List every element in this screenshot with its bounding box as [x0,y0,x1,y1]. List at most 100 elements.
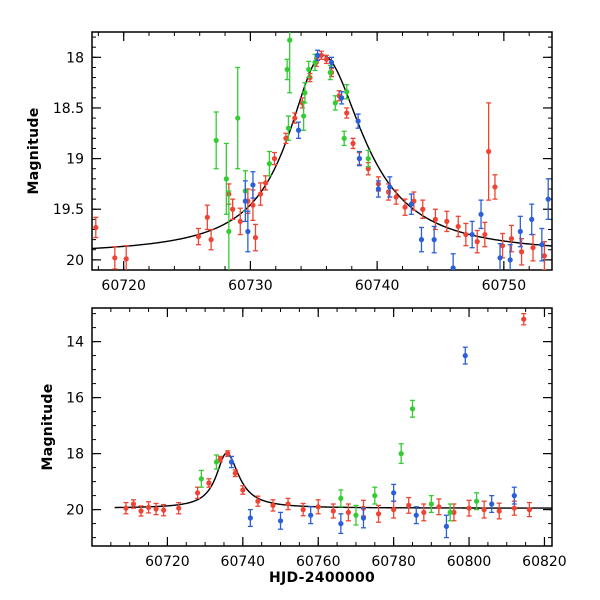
y-tick-label: 14 [66,335,84,351]
data-point [315,499,321,515]
x-tick-label: 60720 [101,278,146,294]
data-point [420,199,426,219]
data-point [228,455,235,469]
data-point [123,501,129,515]
data-point [330,503,336,519]
data-point [444,210,450,233]
bottom-x-axis-label: HJD-2400000 [269,570,375,586]
data-point [353,504,359,526]
data-point [545,178,551,221]
data-point [153,502,159,516]
data-point [225,450,231,458]
data-point [499,232,506,259]
plot-area [114,312,552,539]
data-point [235,66,241,170]
data-point [266,150,273,177]
x-tick-label: 60720 [145,554,190,570]
data-point [318,50,324,60]
data-point [418,226,425,253]
data-point [539,227,545,262]
data-point [391,500,397,519]
data-point [245,210,251,253]
data-point [257,182,264,206]
data-point [252,223,259,252]
x-tick-label: 60820 [522,554,567,570]
data-point [232,469,238,478]
data-point [473,492,480,511]
data-point [195,227,202,246]
data-point [436,498,442,516]
data-point [277,511,284,530]
data-point [511,486,517,505]
x-tick-label: 60760 [296,554,341,570]
data-point [530,233,536,262]
data-point [526,501,532,518]
bottom-panel: 60720 60740 60760 60780 60800 60820 14 16 18 20 M… [40,307,567,586]
data-point [529,203,535,236]
data-point [323,54,330,65]
data-point [338,489,344,508]
data-point [271,151,278,166]
plot-area [92,32,552,270]
data-point [496,502,502,520]
model-curve [114,452,552,509]
data-point [507,244,513,270]
x-tick-label: 60730 [228,278,273,294]
data-point [338,513,344,535]
data-point [206,478,212,488]
data-point [413,506,419,525]
data-point [287,32,293,94]
data-point [428,494,434,514]
y-tick-label: 16 [66,391,84,407]
data-point [402,198,408,216]
data-point [541,240,547,270]
bottom-panel-ticks: 60720 60740 60760 60780 60800 60820 14 16 18 20 [66,308,567,570]
data-point [240,485,246,495]
data-point [443,514,450,539]
data-point [176,501,182,515]
y-tick-label: 19 [66,152,84,168]
data-point [237,207,243,236]
y-tick-label: 18 [66,447,84,463]
data-point [301,101,307,131]
data-point [292,112,298,124]
data-point [406,496,412,514]
bottom-panel-marks [114,312,552,539]
y-tick-label: 18 [66,50,84,66]
data-point [497,243,503,270]
data-point [360,507,367,529]
data-point [375,504,382,523]
x-tick-label: 60740 [355,278,400,294]
data-point [270,499,276,512]
data-point [263,175,269,191]
data-point [208,228,214,251]
y-tick-label: 20 [66,503,84,519]
data-point [393,189,399,205]
data-point [375,180,381,198]
data-point [332,95,338,111]
data-point [284,58,290,81]
data-point [350,137,356,150]
data-point [138,505,144,517]
data-point [450,253,456,270]
data-point [198,469,204,488]
data-point [247,508,253,528]
data-point [285,115,292,142]
data-point [123,245,129,270]
data-point [255,495,261,507]
data-point [408,193,414,215]
data-point [295,121,302,139]
data-point [130,499,137,509]
data-point [455,215,461,238]
data-point [387,176,393,198]
data-point [308,506,314,525]
data-point [431,225,437,254]
data-point [300,502,306,517]
data-point [314,49,321,62]
data-point [344,84,350,100]
y-tick-label: 19.5 [53,202,84,218]
data-point [482,221,488,248]
data-point [242,180,248,223]
data-point [213,454,220,470]
